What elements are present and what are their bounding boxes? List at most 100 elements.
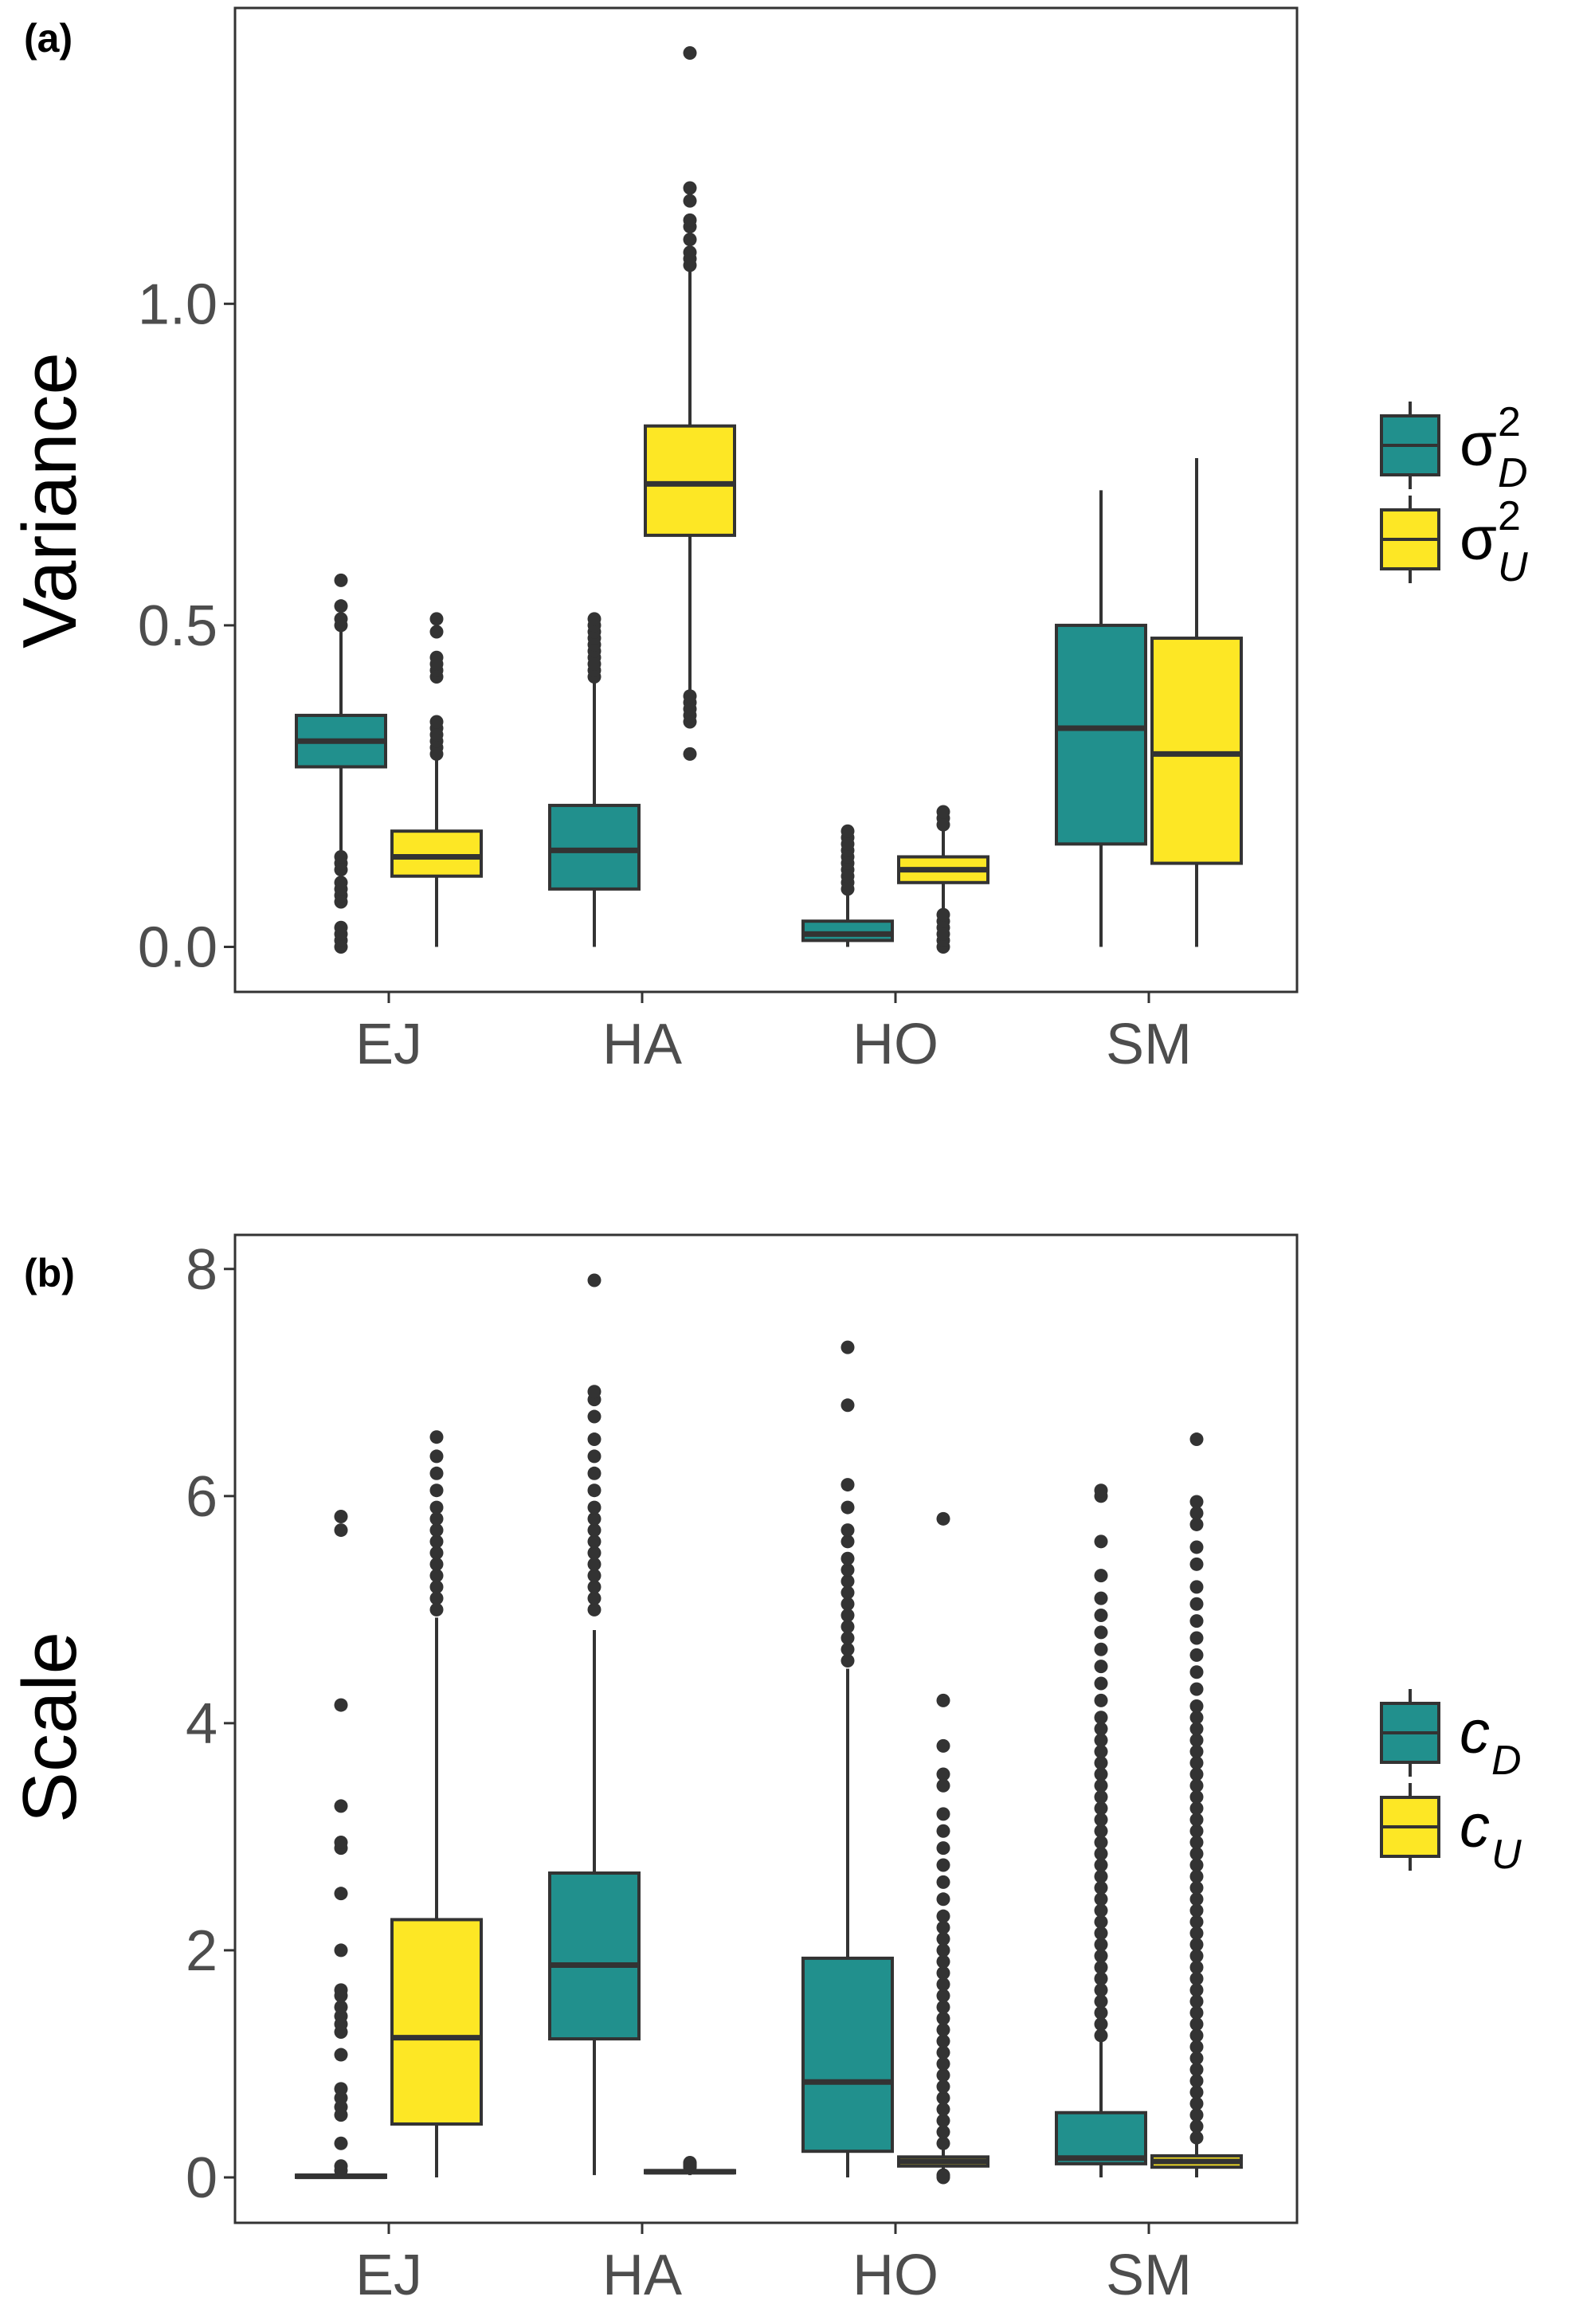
outlier-point: [936, 1693, 950, 1707]
x-tick-label-ha: HA: [602, 1013, 682, 1076]
box-ha-u: [644, 2155, 736, 2176]
outlier-point: [587, 1483, 601, 1498]
box-body: [644, 424, 736, 537]
outlier-point: [936, 907, 950, 922]
outlier-point: [683, 747, 697, 761]
outlier-point: [1094, 1960, 1108, 1974]
outlier-point: [587, 1569, 601, 1583]
outlier-point: [1094, 1642, 1108, 1656]
panel-label-b: (b): [24, 1251, 75, 1295]
outlier-point: [1189, 2051, 1204, 2065]
outlier-point: [1094, 1722, 1108, 1736]
box-ha-d: [548, 612, 641, 947]
outlier-point: [1094, 1534, 1108, 1549]
box-ho-d: [801, 824, 894, 947]
outlier-point: [334, 2048, 348, 2062]
outlier-point: [587, 1409, 601, 1424]
outlier-point: [1094, 1914, 1108, 1929]
outlier-point: [429, 650, 444, 664]
outlier-point: [1189, 1648, 1204, 1662]
box-ej-u: [390, 1430, 483, 2177]
outlier-point: [1189, 1597, 1204, 1611]
outlier-point: [1094, 1903, 1108, 1918]
outlier-point: [936, 2125, 950, 2139]
box-body: [390, 1918, 483, 2126]
x-tick-label-sm: SM: [1106, 2244, 1192, 2307]
outlier-point: [936, 1824, 950, 1838]
outlier-point: [334, 849, 348, 864]
box-body: [1150, 637, 1243, 865]
outlier-point: [587, 1557, 601, 1571]
outlier-point: [936, 1778, 950, 1793]
outlier-point: [1094, 1847, 1108, 1861]
outlier-point: [1094, 1625, 1108, 1640]
outlier-point: [1094, 1790, 1108, 1805]
y-tick-label: 0: [186, 2146, 217, 2210]
outlier-point: [841, 1340, 855, 1354]
outlier-point: [1189, 1858, 1204, 1872]
outlier-point: [1189, 1580, 1204, 1594]
outlier-point: [1189, 2074, 1204, 2088]
y-tick-label: 0.0: [138, 915, 217, 979]
outlier-point: [429, 1483, 444, 1498]
outlier-point: [1094, 1711, 1108, 1725]
x-tick-label-sm: SM: [1106, 1013, 1192, 1076]
outlier-point: [1189, 1557, 1204, 1571]
outlier-point: [683, 213, 697, 227]
outlier-point: [334, 612, 348, 626]
outlier-point: [841, 1523, 855, 1538]
outlier-point: [334, 2000, 348, 2014]
outlier-point: [334, 1836, 348, 1850]
outlier-point: [841, 1562, 855, 1577]
outlier-point: [334, 2159, 348, 2173]
x-ticks-b: EJ HA HO SM: [355, 2223, 1192, 2307]
outlier-point: [936, 1977, 950, 1992]
outlier-point: [1189, 2040, 1204, 2054]
outlier-point: [1189, 2085, 1204, 2099]
outlier-point: [1094, 1608, 1108, 1622]
y-axis-label-b: Scale: [7, 1632, 92, 1823]
outlier-point: [936, 2091, 950, 2105]
boxes-a: [295, 46, 1243, 954]
y-ticks-a: 0.0 0.5 1.0: [138, 272, 235, 979]
legend-entry-u: σ 2 U: [1380, 493, 1528, 590]
outlier-point: [1189, 1972, 1204, 1986]
outlier-point: [334, 1509, 348, 1523]
box-body: [548, 1871, 641, 2041]
outlier-point: [936, 1892, 950, 1907]
outlier-point: [841, 1620, 855, 1634]
outlier-point: [1094, 1756, 1108, 1770]
outlier-point: [1189, 1892, 1204, 1907]
outlier-point: [1189, 2108, 1204, 2122]
outlier-point: [1094, 1733, 1108, 1747]
outlier-point: [1189, 2005, 1204, 2020]
box-ha-d: [548, 1273, 641, 2176]
outlier-point: [1189, 1495, 1204, 1509]
outlier-point: [936, 2168, 950, 2182]
box-ha-u: [644, 46, 736, 761]
outlier-point: [936, 1738, 950, 1753]
outlier-point: [1189, 1614, 1204, 1628]
outlier-point: [1189, 1938, 1204, 1952]
outlier-point: [1189, 1540, 1204, 1554]
outlier-point: [1189, 1926, 1204, 1941]
legend-subscript: D: [1491, 1738, 1522, 1784]
x-tick-label-ho: HO: [852, 2244, 938, 2307]
outlier-point: [429, 612, 444, 626]
box-ej-d: [295, 1509, 387, 2180]
box-sm-u: [1150, 1432, 1243, 2177]
outlier-point: [1094, 1745, 1108, 1759]
outlier-point: [1094, 1858, 1108, 1872]
outlier-point: [936, 1943, 950, 1958]
outlier-point: [1189, 2119, 1204, 2134]
outlier-point: [1094, 1983, 1108, 1997]
outlier-point: [936, 2034, 950, 2048]
outlier-point: [334, 1983, 348, 1997]
outlier-point: [1094, 2005, 1108, 2020]
box-ej-d: [295, 573, 387, 954]
outlier-point: [1094, 2028, 1108, 2043]
outlier-point: [683, 245, 697, 260]
outlier-point: [429, 1557, 444, 1571]
outlier-point: [1189, 1711, 1204, 1725]
box-sm-d: [1055, 1483, 1147, 2177]
